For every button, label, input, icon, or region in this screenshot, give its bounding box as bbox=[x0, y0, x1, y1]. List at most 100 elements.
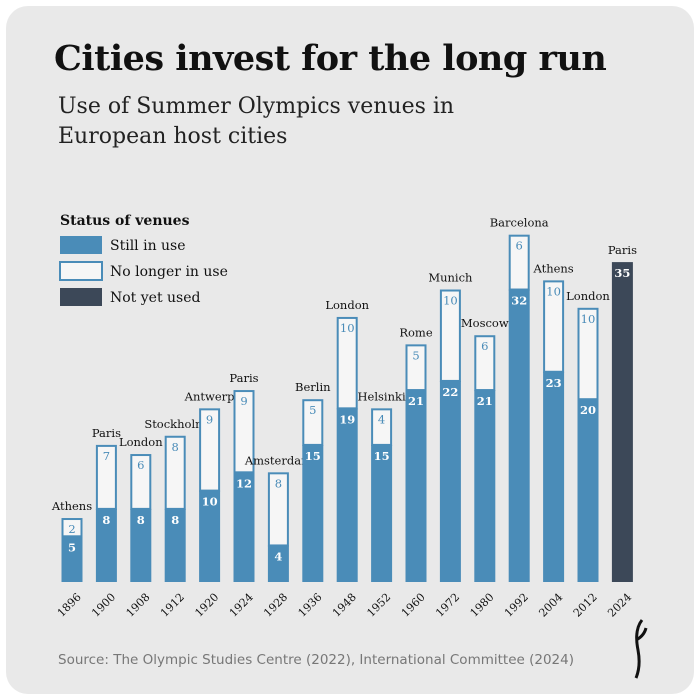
bar-segment bbox=[405, 344, 427, 392]
x-tick-label: 1908 bbox=[124, 591, 153, 620]
legend-label: Still in use bbox=[110, 238, 186, 254]
x-tick-label: 1928 bbox=[261, 591, 290, 620]
bar-segment bbox=[164, 435, 186, 510]
value-label: 9 bbox=[240, 394, 247, 408]
value-label: 20 bbox=[580, 403, 596, 417]
bar-segment bbox=[405, 390, 427, 582]
city-label: Antwerp bbox=[184, 389, 235, 403]
bar-segment bbox=[130, 454, 152, 510]
bar-segment bbox=[302, 444, 324, 582]
value-label: 10 bbox=[443, 294, 458, 308]
value-label: 8 bbox=[172, 440, 179, 454]
bar-segment bbox=[199, 408, 221, 492]
value-label: 32 bbox=[511, 294, 527, 308]
x-tick-label: 1920 bbox=[192, 591, 221, 620]
value-label: 5 bbox=[68, 540, 76, 554]
city-label: London bbox=[566, 289, 610, 303]
city-label: London bbox=[325, 298, 369, 312]
bar-segment bbox=[267, 545, 289, 582]
x-tick-label: 1980 bbox=[468, 591, 497, 620]
bar-segment bbox=[611, 262, 633, 582]
value-label: 7 bbox=[103, 449, 110, 463]
bar-segment bbox=[164, 508, 186, 582]
bar-segment bbox=[199, 490, 221, 582]
x-tick-label: 2024 bbox=[605, 591, 634, 620]
bar-segment bbox=[577, 399, 599, 582]
city-label: London bbox=[119, 435, 163, 449]
value-label: 6 bbox=[516, 239, 523, 253]
bar-segment bbox=[95, 508, 117, 582]
city-label: Athens bbox=[532, 261, 573, 275]
bar-segment bbox=[302, 399, 324, 446]
city-label: Helsinki bbox=[358, 389, 406, 403]
bar-segment bbox=[439, 380, 461, 582]
x-tick-label: 1896 bbox=[55, 591, 84, 620]
value-label: 23 bbox=[546, 376, 562, 390]
bar-segment bbox=[371, 408, 393, 446]
value-label: 15 bbox=[305, 449, 321, 463]
bar-segment bbox=[439, 289, 461, 382]
chart-title: Cities invest for the long run bbox=[54, 38, 607, 79]
x-tick-label: 1900 bbox=[89, 591, 118, 620]
bar-segment bbox=[95, 444, 117, 510]
x-tick-label: 2012 bbox=[571, 591, 600, 620]
bar-segment bbox=[336, 408, 358, 582]
bar-segment bbox=[474, 335, 496, 392]
bar-segment bbox=[508, 289, 530, 582]
value-label: 12 bbox=[236, 476, 252, 490]
city-label: Berlin bbox=[295, 380, 331, 394]
city-label: Paris bbox=[229, 371, 258, 385]
x-tick-label: 1972 bbox=[433, 591, 462, 620]
city-label: Rome bbox=[399, 325, 432, 339]
bar-segment bbox=[543, 280, 565, 373]
legend-label: Not yet used bbox=[110, 290, 201, 306]
bar-segment bbox=[267, 472, 289, 547]
value-label: 8 bbox=[137, 513, 145, 527]
x-tick-label: 1936 bbox=[296, 591, 325, 620]
value-label: 8 bbox=[171, 513, 179, 527]
value-label: 2 bbox=[68, 522, 75, 536]
bar-segment bbox=[474, 390, 496, 582]
bar-segment bbox=[130, 508, 152, 582]
value-label: 21 bbox=[408, 394, 424, 408]
legend-swatch bbox=[60, 288, 102, 306]
value-label: 4 bbox=[378, 412, 385, 426]
source-note: Source: The Olympic Studies Centre (2022… bbox=[58, 652, 574, 668]
x-tick-label: 1960 bbox=[399, 591, 428, 620]
value-label: 10 bbox=[546, 284, 561, 298]
bar-segment bbox=[371, 444, 393, 582]
x-tick-label: 1948 bbox=[330, 591, 359, 620]
value-label: 22 bbox=[442, 385, 458, 399]
city-label: Moscow bbox=[461, 316, 509, 330]
bar-segment bbox=[61, 518, 83, 538]
value-label: 15 bbox=[374, 449, 390, 463]
city-label: Paris bbox=[608, 243, 637, 257]
bar-segment bbox=[543, 371, 565, 582]
bar-segment bbox=[508, 234, 530, 291]
legend-label: No longer in use bbox=[110, 264, 228, 280]
bar-segment bbox=[233, 390, 255, 474]
value-label: 6 bbox=[481, 339, 488, 353]
bar-segment bbox=[61, 536, 83, 582]
chart-subtitle: Use of Summer Olympics venues in Europea… bbox=[58, 94, 455, 149]
bar-segment bbox=[233, 472, 255, 582]
legend-swatch bbox=[59, 261, 103, 281]
value-label: 8 bbox=[275, 476, 282, 490]
city-label: Athens bbox=[51, 499, 92, 513]
value-label: 8 bbox=[102, 513, 110, 527]
bar-segment bbox=[336, 316, 358, 410]
value-label: 9 bbox=[206, 412, 213, 426]
value-label: 35 bbox=[614, 266, 630, 280]
city-label: Amsterdam bbox=[244, 453, 312, 467]
city-label: Stockholm bbox=[144, 417, 206, 431]
city-label: Paris bbox=[92, 426, 121, 440]
value-label: 10 bbox=[340, 321, 355, 335]
legend-title: Status of venues bbox=[60, 213, 190, 229]
city-label: Barcelona bbox=[490, 216, 549, 230]
logo bbox=[634, 619, 648, 679]
value-label: 4 bbox=[274, 549, 282, 563]
value-label: 19 bbox=[339, 412, 355, 426]
value-label: 10 bbox=[202, 495, 218, 509]
